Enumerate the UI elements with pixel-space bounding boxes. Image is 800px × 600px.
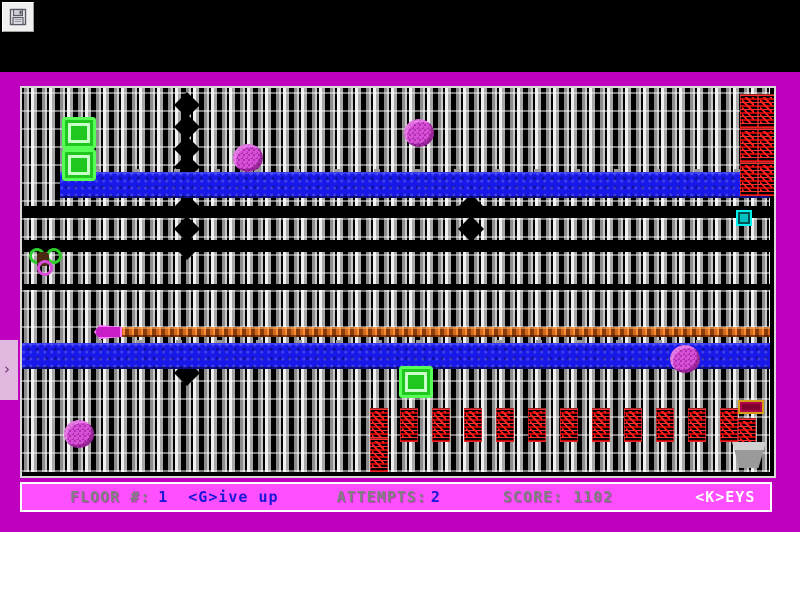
top-black-band: [0, 34, 800, 72]
black-diamond-column-3: [458, 194, 484, 258]
wall-band-mid-lower: [22, 240, 770, 252]
spike-creature: [656, 408, 674, 442]
jewel-bottom-center[interactable]: [399, 366, 433, 398]
floppy-disk-save-icon: [9, 8, 27, 26]
game-window-frame: ›: [0, 72, 800, 532]
rope-head-sprite: [94, 325, 122, 339]
spike-creature: [740, 162, 758, 196]
black-diamond-column-2: [174, 194, 200, 260]
spike-creature: [592, 408, 610, 442]
spike-creature: [432, 408, 450, 442]
give-up-action[interactable]: <G>ive up: [188, 488, 279, 506]
spike-creature: [758, 128, 774, 162]
spike-creature: [400, 408, 418, 442]
left-edge-panel-tab[interactable]: [0, 340, 18, 400]
spike-creature: [370, 438, 388, 472]
wall-band-mid-upper: [22, 206, 770, 218]
black-diamond-column-1: [174, 92, 200, 180]
jewel-top-left-1[interactable]: [62, 117, 96, 149]
chevron-right-icon[interactable]: ›: [4, 360, 10, 378]
toolbar: [0, 0, 800, 34]
spike-creature: [560, 408, 578, 442]
orange-rope: [118, 327, 770, 337]
spike-creature: [370, 408, 388, 442]
player-leg: [37, 260, 53, 276]
spike-creature: [624, 408, 642, 442]
game-playfield[interactable]: [20, 86, 776, 478]
ball-upper-left[interactable]: [233, 144, 263, 172]
attempts-label: ATTEMPTS:: [336, 488, 427, 506]
floor-value: 1: [158, 488, 169, 506]
lower-blue-beam: [22, 340, 770, 369]
spike-creature: [758, 94, 774, 128]
status-bar: FLOOR #: 1 <G>ive up ATTEMPTS: 2 SCORE: …: [20, 482, 772, 512]
upper-blue-beam: [60, 169, 770, 198]
keys-action[interactable]: <K>EYS: [695, 488, 756, 506]
spike-creature: [758, 162, 774, 196]
ball-bottom-left[interactable]: [64, 420, 94, 448]
spike-creature: [528, 408, 546, 442]
spike-creature: [720, 408, 738, 442]
spike-creature: [740, 128, 758, 162]
background-texture: [22, 88, 770, 472]
player-character[interactable]: [29, 248, 62, 276]
jewel-top-left-2[interactable]: [62, 149, 96, 181]
score-value: 1102: [573, 488, 614, 506]
ball-upper-right[interactable]: [404, 119, 434, 147]
save-button[interactable]: [2, 2, 34, 32]
maroon-crate[interactable]: [738, 400, 764, 414]
wall-band-bottom: [22, 284, 770, 290]
floor-label: FLOOR #:: [70, 488, 151, 506]
spike-creature: [740, 94, 758, 128]
bottom-white-area: [0, 532, 800, 600]
cyan-key-item[interactable]: [736, 210, 752, 226]
attempts-value: 2: [430, 488, 441, 506]
score-label: SCORE:: [502, 488, 564, 506]
background-texture-highlights: [22, 88, 770, 472]
tile-layer: [22, 88, 774, 472]
spike-creature: [464, 408, 482, 442]
spike-creature: [688, 408, 706, 442]
spike-creature: [496, 408, 514, 442]
ball-lower-right[interactable]: [670, 345, 700, 373]
